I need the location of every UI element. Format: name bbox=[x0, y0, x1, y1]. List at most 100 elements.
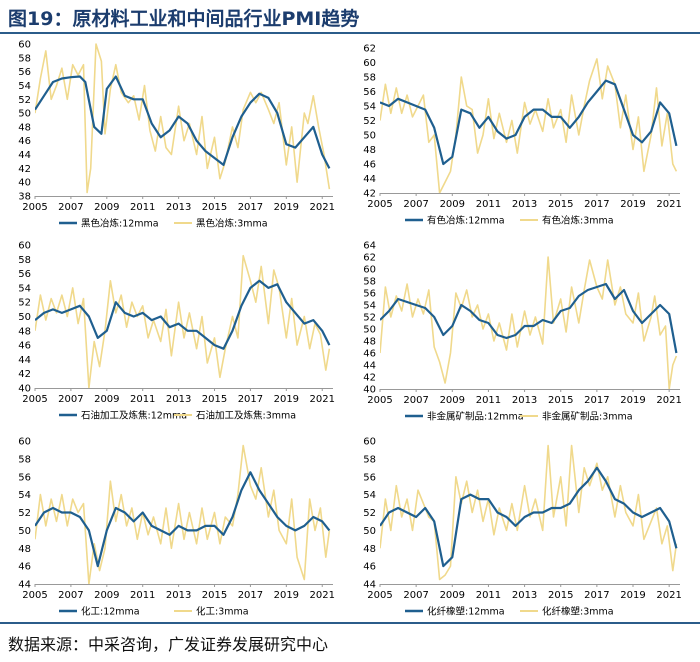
legend-label-3mma: 石油加工及炼焦:3mma bbox=[196, 410, 296, 422]
y-tick-label: 52 bbox=[18, 298, 31, 309]
legend-label-3mma: 有色冶炼:3mma bbox=[542, 215, 614, 227]
x-tick-label: 2017 bbox=[584, 199, 609, 210]
x-tick-label: 2017 bbox=[584, 590, 609, 601]
y-tick-label: 56 bbox=[18, 472, 31, 483]
x-tick-label: 2007 bbox=[58, 394, 83, 405]
x-tick-label: 2017 bbox=[238, 394, 263, 405]
x-tick-label: 2007 bbox=[58, 590, 83, 601]
y-tick-label: 52 bbox=[363, 508, 376, 519]
x-tick-label: 2021 bbox=[310, 394, 335, 405]
x-tick-label: 2013 bbox=[166, 202, 191, 213]
x-tick-label: 2019 bbox=[620, 199, 645, 210]
series-line-3mma bbox=[380, 256, 678, 389]
x-tick-label: 2013 bbox=[166, 590, 191, 601]
x-tick-label: 2009 bbox=[440, 395, 465, 406]
x-tick-label: 2021 bbox=[656, 199, 681, 210]
legend-label-3mma: 化纤橡塑:3mma bbox=[542, 606, 614, 618]
x-tick-label: 2009 bbox=[94, 202, 119, 213]
x-tick-label: 2019 bbox=[620, 395, 645, 406]
x-tick-label: 2011 bbox=[476, 199, 501, 210]
y-tick-label: 64 bbox=[363, 241, 376, 252]
x-tick-label: 2005 bbox=[22, 394, 47, 405]
y-tick-label: 60 bbox=[18, 437, 31, 448]
legend-label-12mma: 有色冶炼:12mma bbox=[427, 215, 505, 227]
y-tick-label: 52 bbox=[363, 313, 376, 324]
x-tick-label: 2011 bbox=[130, 394, 155, 405]
y-tick-label: 44 bbox=[18, 150, 31, 161]
data-source-note: 数据来源：中采咨询，广发证券发展研究中心 bbox=[8, 635, 329, 654]
series-line-3mma bbox=[35, 444, 331, 584]
x-tick-label: 2009 bbox=[94, 590, 119, 601]
y-tick-label: 56 bbox=[363, 87, 376, 98]
x-tick-label: 2013 bbox=[512, 590, 537, 601]
legend-label-12mma: 非金属矿制品:12mma bbox=[427, 411, 524, 423]
y-tick-label: 48 bbox=[18, 326, 31, 337]
y-tick-label: 58 bbox=[363, 73, 376, 84]
y-tick-label: 62 bbox=[363, 253, 376, 264]
y-tick-label: 50 bbox=[363, 325, 376, 336]
y-tick-label: 56 bbox=[363, 472, 376, 483]
y-tick-label: 50 bbox=[18, 109, 31, 120]
series-line-12mma bbox=[35, 471, 331, 568]
y-tick-label: 58 bbox=[18, 255, 31, 266]
x-tick-label: 2013 bbox=[166, 394, 191, 405]
series-line-12mma bbox=[35, 279, 331, 350]
title-rule bbox=[0, 32, 700, 34]
chart-panel-1: 38 40 42 44 46 48 50 52 54 56 58 60 2005 2007 2009 2011… bbox=[18, 40, 335, 230]
x-tick-label: 2011 bbox=[130, 590, 155, 601]
y-tick-label: 46 bbox=[18, 136, 31, 147]
y-tick-label: 56 bbox=[363, 289, 376, 300]
x-tick-label: 2015 bbox=[548, 590, 573, 601]
x-tick-label: 2013 bbox=[512, 199, 537, 210]
y-tick-label: 48 bbox=[363, 337, 376, 348]
y-tick-label: 42 bbox=[363, 189, 376, 200]
y-tick-label: 56 bbox=[18, 67, 31, 78]
chart-panel-2: 42 44 46 48 50 52 54 56 58 60 62 2005 2007 2009 2011 20… bbox=[363, 44, 682, 227]
y-tick-label: 60 bbox=[363, 58, 376, 69]
x-tick-label: 2015 bbox=[202, 202, 227, 213]
y-tick-label: 54 bbox=[363, 490, 376, 501]
x-tick-label: 2007 bbox=[403, 590, 428, 601]
y-tick-label: 50 bbox=[363, 526, 376, 537]
x-tick-label: 2005 bbox=[22, 590, 47, 601]
page-title: 图19：原材料工业和中间品行业PMI趋势 bbox=[8, 8, 360, 30]
source-rule bbox=[0, 622, 700, 624]
y-tick-label: 50 bbox=[18, 526, 31, 537]
y-tick-label: 58 bbox=[18, 53, 31, 64]
x-tick-label: 2009 bbox=[440, 590, 465, 601]
y-tick-label: 44 bbox=[18, 580, 31, 591]
legend-label-3mma: 黑色冶炼:3mma bbox=[196, 218, 268, 230]
x-tick-label: 2019 bbox=[274, 202, 299, 213]
x-tick-label: 2019 bbox=[274, 590, 299, 601]
y-tick-label: 40 bbox=[363, 385, 376, 396]
y-tick-label: 44 bbox=[363, 174, 376, 185]
y-tick-label: 58 bbox=[363, 454, 376, 465]
x-tick-label: 2011 bbox=[476, 395, 501, 406]
x-tick-label: 2015 bbox=[202, 590, 227, 601]
x-tick-label: 2015 bbox=[202, 394, 227, 405]
x-tick-label: 2011 bbox=[130, 202, 155, 213]
legend-label-12mma: 石油加工及炼焦:12mma bbox=[81, 410, 187, 422]
x-tick-label: 2021 bbox=[656, 395, 681, 406]
y-tick-label: 54 bbox=[363, 301, 376, 312]
y-tick-label: 48 bbox=[363, 544, 376, 555]
y-tick-label: 60 bbox=[18, 40, 31, 51]
x-tick-label: 2015 bbox=[548, 199, 573, 210]
y-tick-label: 46 bbox=[18, 341, 31, 352]
y-tick-label: 46 bbox=[18, 562, 31, 573]
x-tick-label: 2011 bbox=[476, 590, 501, 601]
x-tick-label: 2021 bbox=[310, 202, 335, 213]
y-tick-label: 50 bbox=[363, 131, 376, 142]
series-line-3mma bbox=[35, 254, 331, 388]
legend-label-12mma: 黑色冶炼:12mma bbox=[81, 218, 159, 230]
y-tick-label: 44 bbox=[363, 580, 376, 591]
y-tick-label: 40 bbox=[18, 384, 31, 395]
y-tick-label: 48 bbox=[18, 122, 31, 133]
y-tick-label: 46 bbox=[363, 349, 376, 360]
x-tick-label: 2009 bbox=[440, 199, 465, 210]
chart-panel-5: 44 46 48 50 52 54 56 58 60 2005 2007 2009 2011 2013 20… bbox=[18, 437, 335, 618]
x-tick-label: 2013 bbox=[512, 395, 537, 406]
x-tick-label: 2015 bbox=[548, 395, 573, 406]
series-line-12mma bbox=[380, 282, 678, 354]
